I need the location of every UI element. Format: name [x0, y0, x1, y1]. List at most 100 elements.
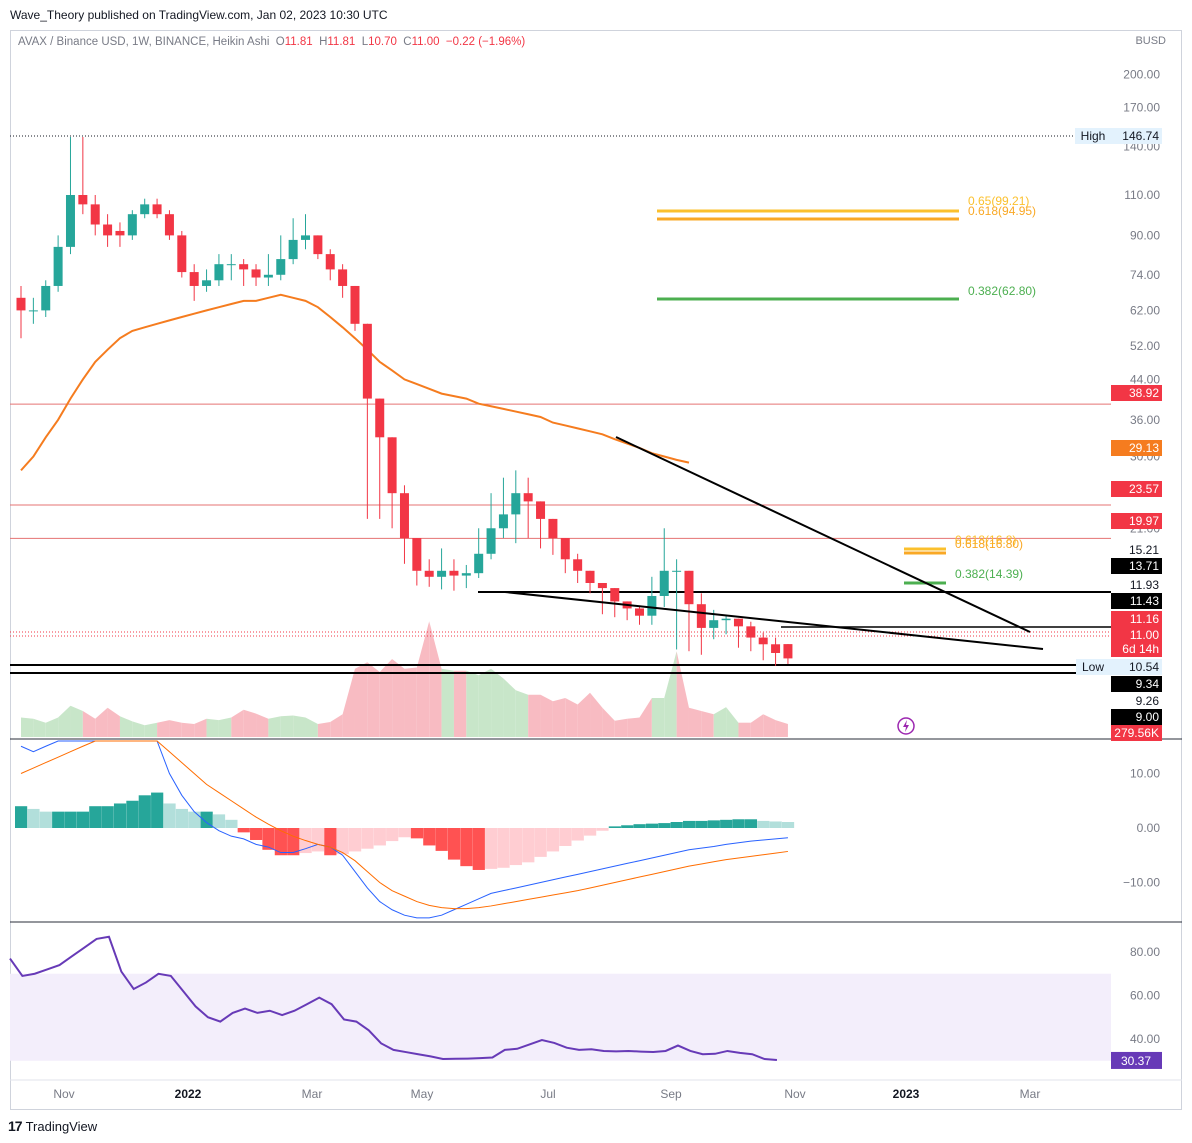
level-tag-bg [1111, 542, 1162, 558]
volume-segment [157, 720, 170, 737]
candles [16, 137, 793, 666]
volume-segment [169, 720, 182, 737]
macd-histogram-bar [658, 823, 671, 828]
tv-logo-icon: 17 [8, 1118, 23, 1134]
volume-segment [107, 707, 120, 737]
macd-histogram-bar [435, 828, 448, 851]
candle-body [647, 595, 657, 616]
macd-histogram-bar [559, 828, 572, 846]
volume-segment [478, 668, 492, 737]
macd-histogram-bar [695, 820, 708, 828]
macd-histogram-bar [485, 828, 498, 869]
level-tag-bg [1111, 709, 1162, 725]
level-tag-bg [1111, 481, 1162, 497]
volume-segment [218, 717, 232, 737]
candle-body [313, 235, 323, 255]
macd-histogram-bar [188, 811, 201, 828]
level-tag: 9.26 [1136, 694, 1160, 708]
rsi-line [9, 935, 778, 1061]
candle-body [461, 573, 471, 576]
candle-body [746, 626, 756, 638]
level-tag-bg [1111, 593, 1162, 609]
candle-body [597, 582, 607, 589]
volume-segment [280, 715, 294, 737]
candle-body [523, 493, 533, 502]
time-tick-label: Sep [660, 1087, 682, 1101]
level-tag-bg [1111, 513, 1162, 529]
macd-histogram-bar [584, 828, 597, 836]
candle-body [684, 570, 694, 605]
volume-segment [688, 707, 702, 737]
macd-histogram-bar [633, 824, 646, 828]
macd-histogram-bar [522, 828, 535, 863]
volume-segment [651, 698, 665, 737]
macd-histogram-bar [509, 828, 522, 866]
price-tick-label: 44.00 [1130, 372, 1160, 386]
time-tick-label: 2023 [893, 1087, 920, 1101]
chart-frame [10, 30, 1182, 1110]
candle-body [362, 323, 372, 399]
candle-body [251, 269, 261, 278]
candle-body [486, 528, 496, 554]
volume-segment [627, 717, 640, 737]
signal-line [20, 740, 789, 910]
rsi-tick-label: 60.00 [1130, 989, 1160, 1003]
time-tick-label: 2022 [175, 1087, 202, 1101]
candle-body [41, 285, 51, 311]
level-tag: 11.93 [1130, 578, 1159, 592]
volume-segment [379, 659, 393, 737]
volume-segment [70, 705, 83, 737]
macd-histogram-bar [682, 820, 696, 828]
level-tag: 38.92 [1129, 386, 1159, 400]
low-label-bg [1076, 659, 1111, 675]
symbol-name: AVAX / Binance USD, 1W, BINANCE, Heikin … [18, 36, 270, 48]
macd-histogram-bar [744, 819, 758, 828]
volume-segment [552, 698, 566, 737]
volume-segment [453, 670, 467, 737]
macd-histogram-bar [423, 828, 436, 846]
volume-segment [515, 690, 529, 737]
volume-segment [404, 667, 417, 737]
volume-segment [602, 707, 615, 737]
ohlc-change: −0.22 (−1.96%) [445, 36, 526, 48]
candle-body [115, 230, 125, 236]
macd-histogram-bar [274, 828, 287, 856]
candle-body [226, 264, 236, 266]
brand-name: TradingView [25, 1118, 98, 1134]
candle-body [214, 264, 224, 281]
axes: 200.00170.00140.00110.0090.0074.0062.005… [10, 68, 1182, 1101]
ohlc-low: 10.70 [368, 36, 397, 48]
macd-histogram-bar [720, 819, 733, 828]
macd-histogram-bar [472, 828, 485, 870]
level-tag: 13.71 [1129, 559, 1159, 573]
candle-body [202, 280, 212, 286]
volume-segment [392, 659, 405, 737]
volume-segment [726, 707, 739, 737]
horizontal-levels [10, 135, 1111, 674]
price-tick-label: 74.00 [1130, 268, 1160, 282]
volume-segment [491, 668, 504, 737]
tradingview-logo[interactable]: 17 TradingView [8, 1118, 97, 1134]
candle-body [511, 493, 521, 515]
candle-body [709, 620, 719, 628]
macd-histogram-bar [39, 811, 52, 828]
price-tick-label: 62.00 [1130, 303, 1160, 317]
level-tag: 23.57 [1129, 482, 1159, 496]
candle-body [696, 604, 706, 628]
volume-segment [750, 714, 764, 737]
candle-body [164, 214, 174, 236]
macd-histogram-bar [645, 823, 659, 828]
fib-label: 0.618(94.95) [968, 204, 1036, 218]
volume-segment [45, 717, 59, 737]
macd-histogram-bar [311, 828, 325, 852]
ohlc-close: 11.00 [411, 36, 440, 48]
volume-segment [330, 714, 343, 737]
macd-histogram-bar [781, 822, 795, 828]
last-price-tag: 11.00 [1130, 628, 1159, 642]
fib-label: 0.65(99.21) [968, 194, 1029, 208]
macd-tick-label: −10.00 [1123, 876, 1160, 890]
macd-histogram-bar [596, 828, 609, 831]
macd-histogram-bar [212, 814, 226, 828]
price-tick-label: 36.00 [1130, 413, 1160, 427]
